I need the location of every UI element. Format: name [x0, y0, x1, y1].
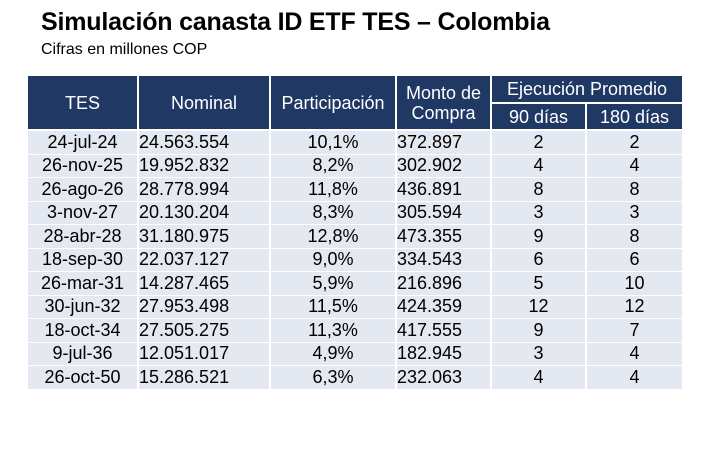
cell-monto-de-compra: 334.543	[397, 248, 492, 272]
cell-monto-de-compra: 182.945	[397, 342, 492, 366]
table-row: 30-jun-32 27.953.498 11,5% 424.359 12 12	[28, 295, 682, 319]
tes-basket-table: TES Nominal Participación Monto de Compr…	[28, 76, 682, 390]
cell-monto-de-compra: 372.897	[397, 131, 492, 155]
cell-180-dias: 3	[587, 201, 682, 225]
cell-monto-de-compra: 232.063	[397, 366, 492, 390]
header-monto-de-compra: Monto de Compra	[397, 76, 492, 131]
cell-180-dias: 10	[587, 272, 682, 296]
cell-participacion: 9,0%	[271, 248, 397, 272]
cell-180-dias: 12	[587, 295, 682, 319]
table-row: 18-sep-30 22.037.127 9,0% 334.543 6 6	[28, 248, 682, 272]
table-row: 26-ago-26 28.778.994 11,8% 436.891 8 8	[28, 178, 682, 202]
cell-tes: 26-mar-31	[28, 272, 139, 296]
header-tes: TES	[28, 76, 139, 131]
cell-90-dias: 8	[492, 178, 587, 202]
cell-participacion: 11,8%	[271, 178, 397, 202]
header-ejecucion-promedio: Ejecución Promedio	[492, 76, 682, 104]
cell-90-dias: 6	[492, 248, 587, 272]
cell-nominal: 31.180.975	[139, 225, 271, 249]
cell-participacion: 10,1%	[271, 131, 397, 155]
cell-nominal: 15.286.521	[139, 366, 271, 390]
header-90-dias: 90 días	[492, 104, 587, 131]
cell-participacion: 11,3%	[271, 319, 397, 343]
cell-nominal: 28.778.994	[139, 178, 271, 202]
header-monto-line2: Compra	[411, 102, 476, 123]
cell-90-dias: 2	[492, 131, 587, 155]
page-subtitle: Cifras en millones COP	[41, 41, 208, 58]
cell-monto-de-compra: 302.902	[397, 154, 492, 178]
cell-nominal: 14.287.465	[139, 272, 271, 296]
cell-180-dias: 4	[587, 342, 682, 366]
cell-participacion: 8,3%	[271, 201, 397, 225]
cell-tes: 26-ago-26	[28, 178, 139, 202]
cell-monto-de-compra: 473.355	[397, 225, 492, 249]
table-row: 24-jul-24 24.563.554 10,1% 372.897 2 2	[28, 131, 682, 155]
cell-tes: 28-abr-28	[28, 225, 139, 249]
cell-180-dias: 8	[587, 225, 682, 249]
cell-tes: 9-jul-36	[28, 342, 139, 366]
cell-participacion: 11,5%	[271, 295, 397, 319]
cell-nominal: 24.563.554	[139, 131, 271, 155]
cell-tes: 26-nov-25	[28, 154, 139, 178]
cell-180-dias: 8	[587, 178, 682, 202]
cell-monto-de-compra: 417.555	[397, 319, 492, 343]
header-monto-line1: Monto de	[405, 82, 482, 103]
table-row: 28-abr-28 31.180.975 12,8% 473.355 9 8	[28, 225, 682, 249]
table-row: 3-nov-27 20.130.204 8,3% 305.594 3 3	[28, 201, 682, 225]
table-row: 26-nov-25 19.952.832 8,2% 302.902 4 4	[28, 154, 682, 178]
cell-nominal: 20.130.204	[139, 201, 271, 225]
cell-tes: 26-oct-50	[28, 366, 139, 390]
cell-180-dias: 6	[587, 248, 682, 272]
cell-90-dias: 3	[492, 342, 587, 366]
cell-90-dias: 4	[492, 154, 587, 178]
cell-nominal: 12.051.017	[139, 342, 271, 366]
cell-nominal: 19.952.832	[139, 154, 271, 178]
cell-participacion: 4,9%	[271, 342, 397, 366]
cell-monto-de-compra: 424.359	[397, 295, 492, 319]
cell-tes: 18-oct-34	[28, 319, 139, 343]
cell-nominal: 27.953.498	[139, 295, 271, 319]
cell-90-dias: 12	[492, 295, 587, 319]
cell-90-dias: 5	[492, 272, 587, 296]
table-row: 26-mar-31 14.287.465 5,9% 216.896 5 10	[28, 272, 682, 296]
cell-participacion: 12,8%	[271, 225, 397, 249]
cell-90-dias: 9	[492, 319, 587, 343]
cell-participacion: 6,3%	[271, 366, 397, 390]
cell-nominal: 22.037.127	[139, 248, 271, 272]
header-participacion: Participación	[271, 76, 397, 131]
cell-tes: 30-jun-32	[28, 295, 139, 319]
cell-90-dias: 4	[492, 366, 587, 390]
cell-180-dias: 4	[587, 154, 682, 178]
cell-monto-de-compra: 436.891	[397, 178, 492, 202]
cell-180-dias: 4	[587, 366, 682, 390]
cell-participacion: 8,2%	[271, 154, 397, 178]
cell-monto-de-compra: 216.896	[397, 272, 492, 296]
header-180-dias: 180 días	[587, 104, 682, 131]
cell-90-dias: 9	[492, 225, 587, 249]
cell-180-dias: 2	[587, 131, 682, 155]
cell-nominal: 27.505.275	[139, 319, 271, 343]
table-body: 24-jul-24 24.563.554 10,1% 372.897 2 2 26-nov-…	[28, 131, 682, 390]
cell-tes: 24-jul-24	[28, 131, 139, 155]
cell-90-dias: 3	[492, 201, 587, 225]
cell-tes: 18-sep-30	[28, 248, 139, 272]
table-row: 18-oct-34 27.505.275 11,3% 417.555 9 7	[28, 319, 682, 343]
cell-monto-de-compra: 305.594	[397, 201, 492, 225]
cell-180-dias: 7	[587, 319, 682, 343]
cell-participacion: 5,9%	[271, 272, 397, 296]
table-row: 26-oct-50 15.286.521 6,3% 232.063 4 4	[28, 366, 682, 390]
cell-tes: 3-nov-27	[28, 201, 139, 225]
page-title: Simulación canasta ID ETF TES – Colombia	[41, 8, 550, 36]
header-nominal: Nominal	[139, 76, 271, 131]
table-row: 9-jul-36 12.051.017 4,9% 182.945 3 4	[28, 342, 682, 366]
